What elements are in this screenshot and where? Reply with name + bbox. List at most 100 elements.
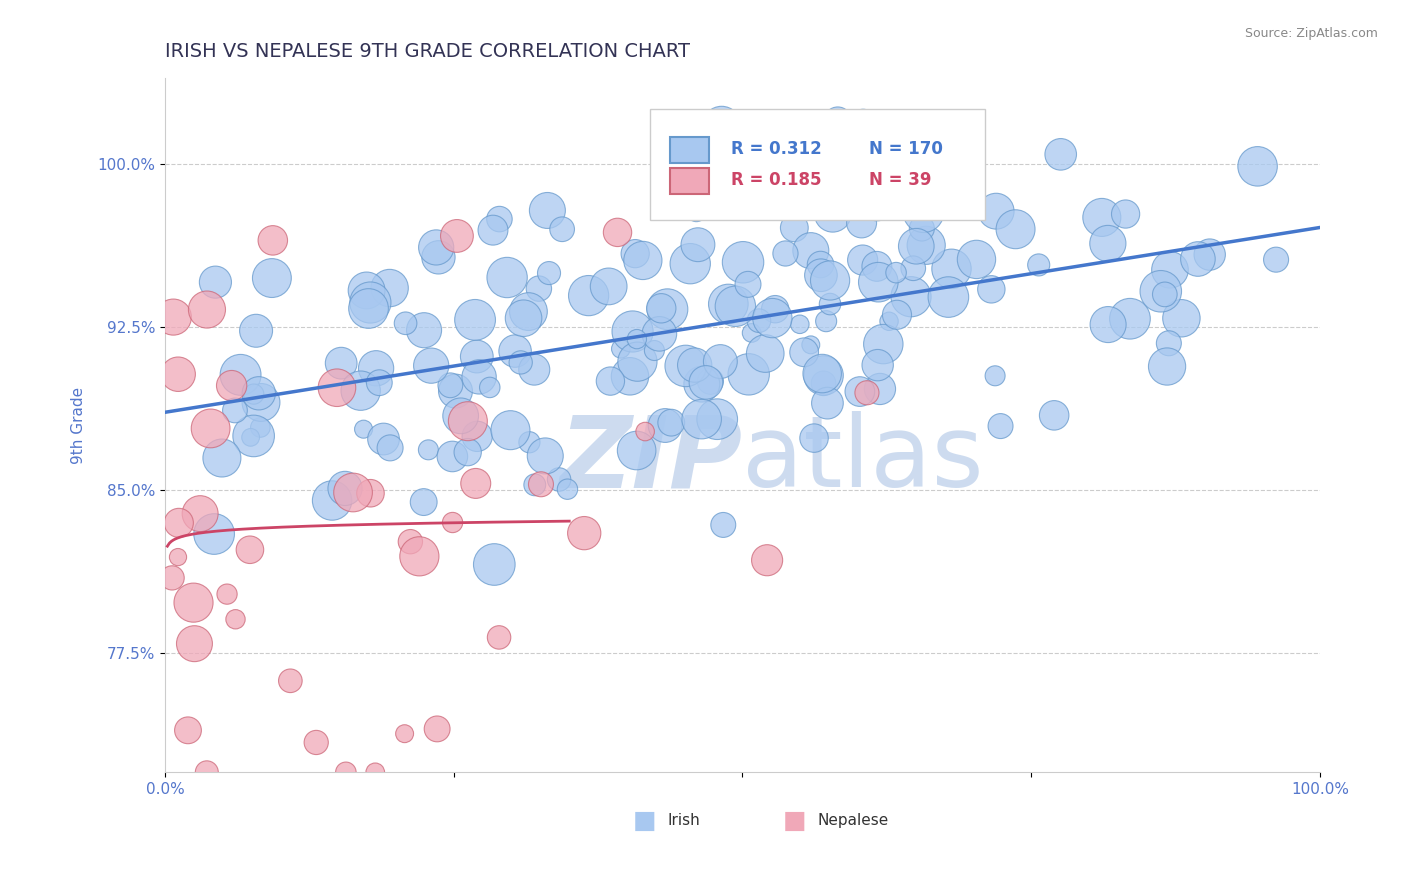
Point xyxy=(1170,311,1192,326)
Text: Irish: Irish xyxy=(668,814,700,829)
Point xyxy=(204,275,226,289)
Point xyxy=(427,250,450,264)
Point xyxy=(364,765,387,780)
Point xyxy=(465,350,488,364)
Point xyxy=(813,376,835,391)
Point xyxy=(710,119,733,133)
Point xyxy=(412,495,434,509)
Point xyxy=(624,246,647,260)
Point xyxy=(741,326,763,340)
Point xyxy=(353,422,375,436)
Point xyxy=(195,302,218,317)
Point xyxy=(709,354,731,368)
Point xyxy=(643,343,665,358)
Point xyxy=(202,527,225,541)
Text: atlas: atlas xyxy=(742,411,984,508)
Point xyxy=(852,114,875,128)
Point xyxy=(280,673,302,688)
Point xyxy=(818,297,841,311)
Point xyxy=(534,449,557,463)
Point xyxy=(690,412,713,426)
Point xyxy=(817,396,839,410)
Point xyxy=(229,368,252,382)
Point xyxy=(1198,247,1220,261)
Text: IRISH VS NEPALESE 9TH GRADE CORRELATION CHART: IRISH VS NEPALESE 9TH GRADE CORRELATION … xyxy=(165,42,690,61)
Point xyxy=(811,367,834,381)
Point xyxy=(717,297,740,311)
Y-axis label: 9th Grade: 9th Grade xyxy=(72,386,86,464)
Point xyxy=(426,722,449,736)
Point xyxy=(818,273,841,287)
Text: R = 0.185: R = 0.185 xyxy=(731,171,821,189)
Point xyxy=(756,553,779,567)
Point xyxy=(775,187,797,202)
Point xyxy=(523,362,546,376)
Point xyxy=(364,361,387,376)
Point xyxy=(683,358,706,372)
Point xyxy=(737,368,759,382)
Point xyxy=(711,517,734,532)
Point xyxy=(418,442,440,457)
Point xyxy=(856,385,879,400)
Point xyxy=(700,175,723,189)
Point xyxy=(872,337,894,351)
Point xyxy=(503,344,526,359)
Point xyxy=(990,419,1012,434)
Point xyxy=(1028,258,1050,272)
Point xyxy=(868,275,890,289)
Point xyxy=(482,223,505,237)
Point xyxy=(619,369,641,384)
Point xyxy=(425,240,447,254)
Text: R = 0.312: R = 0.312 xyxy=(731,140,821,158)
Point xyxy=(350,384,373,398)
Point xyxy=(810,268,832,283)
Point xyxy=(215,587,238,601)
Point xyxy=(984,204,1007,219)
FancyBboxPatch shape xyxy=(650,109,986,220)
Point xyxy=(775,246,797,260)
Point xyxy=(167,368,190,382)
Point xyxy=(606,226,628,240)
Point xyxy=(827,114,849,128)
Point xyxy=(1049,147,1071,161)
Point xyxy=(239,542,262,557)
Point xyxy=(699,374,721,388)
Point xyxy=(657,302,679,317)
Point xyxy=(634,425,657,439)
Point xyxy=(488,212,510,227)
Point xyxy=(1157,336,1180,351)
Point xyxy=(446,229,468,244)
Point xyxy=(512,311,534,326)
Point xyxy=(849,384,872,399)
Point xyxy=(488,631,510,645)
Point xyxy=(763,302,786,317)
Point xyxy=(557,482,579,496)
Point xyxy=(260,271,283,285)
Point xyxy=(167,516,190,530)
Point xyxy=(941,261,963,276)
Point xyxy=(326,381,349,395)
Point xyxy=(450,409,472,423)
Point xyxy=(659,416,682,430)
Point xyxy=(911,221,934,235)
Point xyxy=(200,421,222,435)
FancyBboxPatch shape xyxy=(669,136,709,163)
Point xyxy=(886,308,908,322)
Point xyxy=(690,377,713,392)
Point xyxy=(378,441,401,455)
Point xyxy=(245,324,267,338)
Point xyxy=(800,338,823,352)
Point xyxy=(851,216,873,230)
Point xyxy=(249,420,271,434)
Point xyxy=(496,270,519,285)
Point xyxy=(247,386,270,401)
Text: ■: ■ xyxy=(783,809,806,833)
Text: N = 39: N = 39 xyxy=(869,171,932,189)
Point xyxy=(211,450,233,465)
Point xyxy=(399,534,422,549)
Point xyxy=(706,412,728,426)
Point xyxy=(225,612,247,626)
Point xyxy=(321,493,343,508)
Point xyxy=(162,310,184,324)
Point xyxy=(789,318,811,332)
